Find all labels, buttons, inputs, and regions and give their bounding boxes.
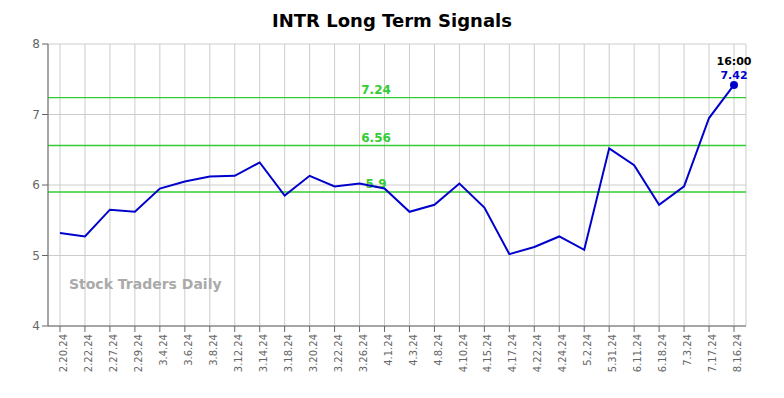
svg-text:4: 4 — [32, 319, 40, 333]
svg-text:3.26.24: 3.26.24 — [358, 334, 369, 372]
svg-text:4.24.24: 4.24.24 — [557, 334, 568, 372]
svg-text:3.12.24: 3.12.24 — [233, 334, 244, 372]
svg-text:4.3.24: 4.3.24 — [408, 334, 419, 366]
svg-text:7.24: 7.24 — [361, 83, 391, 97]
svg-text:2.29.24: 2.29.24 — [133, 334, 144, 372]
svg-text:5.9: 5.9 — [365, 177, 387, 192]
svg-text:6.56: 6.56 — [361, 131, 391, 145]
svg-text:16:00: 16:00 — [716, 55, 751, 68]
svg-text:8: 8 — [32, 37, 40, 51]
svg-text:4.8.24: 4.8.24 — [433, 334, 444, 366]
svg-text:4.1.24: 4.1.24 — [383, 334, 394, 366]
svg-text:3.8.24: 3.8.24 — [208, 334, 219, 366]
svg-text:2.22.24: 2.22.24 — [83, 334, 94, 372]
svg-text:2.20.24: 2.20.24 — [58, 334, 69, 372]
svg-text:7.42: 7.42 — [720, 69, 747, 82]
svg-text:3.6.24: 3.6.24 — [183, 334, 194, 366]
svg-text:4.10.24: 4.10.24 — [458, 334, 469, 372]
svg-text:2.27.24: 2.27.24 — [108, 334, 119, 372]
svg-text:7.3.24: 7.3.24 — [682, 334, 693, 366]
html-text:Stock Traders Daily: Stock Traders Daily — [68, 276, 222, 293]
svg-text:5: 5 — [32, 249, 40, 263]
svg-text:3.22.24: 3.22.24 — [333, 334, 344, 372]
svg-text:8.16.24: 8.16.24 — [732, 334, 743, 372]
svg-text:4.17.24: 4.17.24 — [507, 334, 518, 372]
svg-text:3.14.24: 3.14.24 — [258, 334, 269, 372]
svg-text:3.20.24: 3.20.24 — [308, 334, 319, 372]
svg-text:5.31.24: 5.31.24 — [607, 334, 618, 372]
svg-text:7.17.24: 7.17.24 — [707, 334, 718, 372]
svg-text:5.2.24: 5.2.24 — [582, 334, 593, 366]
svg-text:7: 7 — [32, 108, 40, 122]
svg-text:3.4.24: 3.4.24 — [158, 334, 169, 366]
svg-text:6.18.24: 6.18.24 — [657, 334, 668, 372]
svg-text:4.15.24: 4.15.24 — [482, 334, 493, 372]
svg-text:3.18.24: 3.18.24 — [283, 334, 294, 372]
svg-text:6: 6 — [32, 178, 40, 192]
html-text:INTR Long Term Signals: INTR Long Term Signals — [272, 10, 512, 31]
svg-text:6.11.24: 6.11.24 — [632, 334, 643, 372]
svg-text:4.22.24: 4.22.24 — [532, 334, 543, 372]
